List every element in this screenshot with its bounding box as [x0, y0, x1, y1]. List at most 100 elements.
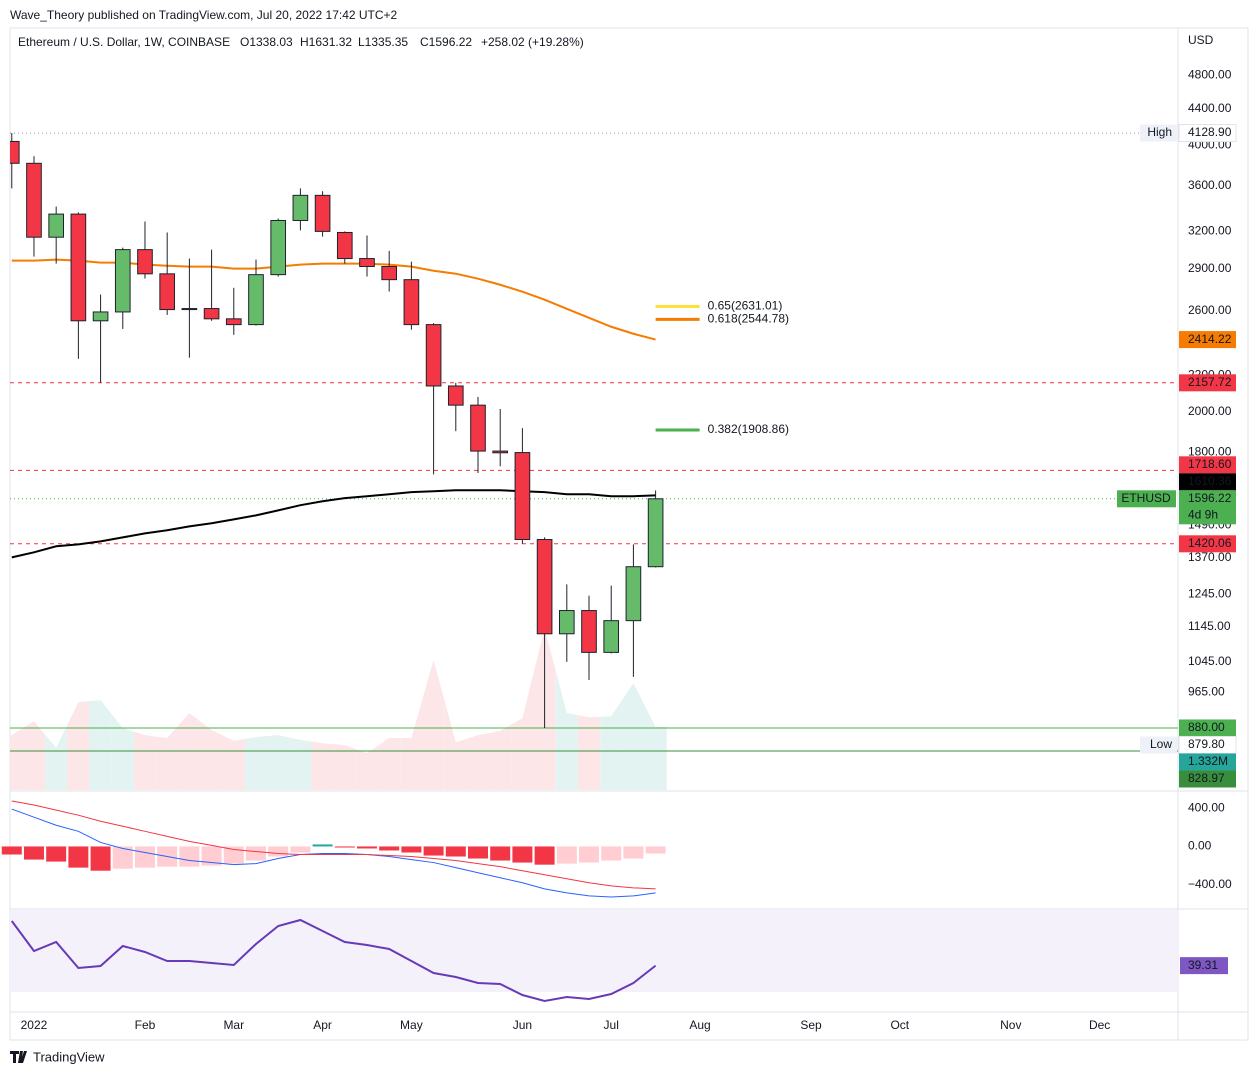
legend-value: H1631.32: [300, 35, 352, 49]
macd-histogram-bar: [90, 846, 111, 871]
x-tick-label: Jun: [513, 1018, 532, 1032]
x-tick-label: Dec: [1089, 1018, 1110, 1032]
volume-area: [156, 725, 179, 790]
volume-area: [333, 744, 356, 790]
candle-body: [70, 213, 87, 322]
macd-histogram-bar: [401, 846, 422, 853]
candle-body: [447, 385, 464, 406]
macd-histogram-bar: [23, 846, 44, 860]
macd-histogram-bar: [512, 846, 533, 863]
volume-area: [511, 673, 534, 790]
y-tick-label: 2600.00: [1188, 303, 1232, 317]
rsi-tag: [1180, 957, 1228, 975]
volume-area: [622, 683, 645, 790]
x-tick-label: 2022: [21, 1018, 48, 1032]
price-tag-name-bg: [1140, 736, 1177, 754]
macd-histogram-bar: [534, 846, 555, 865]
macd-tick-label: −400.00: [1188, 877, 1232, 891]
macd-histogram-bar: [223, 846, 244, 864]
macd-histogram-bar: [601, 846, 622, 861]
macd-histogram-bar: [468, 846, 488, 859]
candle-body: [336, 231, 353, 260]
candle-body: [48, 213, 65, 238]
x-tick-label: Oct: [890, 1018, 909, 1032]
candle-body: [114, 249, 131, 313]
price-tag-name: Low: [1150, 737, 1172, 751]
candle-body: [625, 566, 642, 622]
volume-area: [577, 715, 601, 790]
overlay: Ethereum / U.S. Dollar, 1W, COINBASE O133…: [1, 35, 1237, 1032]
macd-histogram-bar: [134, 846, 155, 868]
candle-body: [26, 162, 42, 238]
y-tick-label: 1245.00: [1188, 587, 1232, 601]
volume-area: [466, 733, 490, 790]
price-tag-label: 2157.72: [1188, 375, 1232, 389]
candle-body: [514, 452, 531, 541]
symbol-tag: [1117, 490, 1176, 508]
macd-histogram-bar: [334, 846, 355, 848]
macd-histogram-bar: [423, 846, 444, 856]
x-tick-label: Aug: [689, 1018, 710, 1032]
candle-body: [381, 266, 398, 281]
legend-value: C1596.22: [420, 35, 472, 49]
macd-histogram-bar: [68, 846, 89, 868]
candle-body: [203, 308, 220, 320]
moving-average: [11, 258, 656, 341]
price-pane: 0.65(2631.01)0.618(2544.78) 0.382(1908.86…: [10, 132, 1178, 790]
price-tag-label: 879.80: [1188, 737, 1225, 751]
chart-title: Ethereum / U.S. Dollar, 1W, COINBASE: [18, 35, 230, 49]
price-tag: [1179, 753, 1236, 771]
price-tag: [1179, 719, 1236, 737]
x-tick-label: Feb: [135, 1018, 156, 1032]
candle-body: [314, 194, 331, 232]
macd-histogram-bar: [556, 846, 577, 864]
y-tick-label: 1045.00: [1188, 654, 1232, 668]
macd-histogram-bar: [46, 846, 67, 862]
volume-area: [378, 738, 401, 790]
price-tag: [1179, 331, 1236, 349]
macd-histogram-bar: [312, 844, 333, 847]
macd-macd-line: [11, 808, 656, 898]
price-tag-label: 1718.60: [1188, 457, 1232, 471]
price-tag: [1178, 124, 1237, 143]
y-tick-label: 1800.00: [1188, 445, 1232, 459]
macd-histogram-bar: [623, 846, 644, 859]
legend-value: O1338.03: [240, 35, 293, 49]
chart-frame: [9, 27, 1249, 1041]
volume-area: [10, 728, 23, 790]
candle-body: [425, 324, 442, 387]
volume-area: [600, 699, 623, 790]
fib-label: 0.618(2544.78): [708, 311, 789, 325]
macd-histogram-bar: [245, 846, 266, 861]
volume-area: [89, 700, 112, 790]
macd-histogram-bar: [201, 846, 222, 866]
x-tick-label: Apr: [313, 1018, 332, 1032]
volume-area: [267, 735, 290, 790]
price-tag-name: High: [1147, 125, 1172, 139]
currency-label: USD: [1188, 33, 1214, 47]
macd-histogram-bar: [357, 846, 377, 849]
macd-histogram-bar: [179, 846, 200, 867]
volume-area: [222, 735, 245, 790]
macd-histogram-bar: [490, 846, 511, 861]
symbol-tag-label: ETHUSD: [1121, 491, 1171, 505]
macd-tick-label: 0.00: [1188, 839, 1212, 853]
volume-area: [400, 699, 423, 790]
price-tag-label: 2414.22: [1188, 332, 1232, 346]
y-tick-label: 3600.00: [1188, 178, 1232, 192]
volume-area: [422, 660, 445, 790]
macd-histogram-bar: [579, 846, 599, 863]
price-tag-label: 4128.90: [1188, 125, 1232, 139]
volume-area: [355, 745, 379, 790]
y-tick-label: 2900.00: [1188, 261, 1232, 275]
candle-body: [581, 610, 597, 653]
volume-area: [200, 721, 223, 790]
volume-area: [45, 725, 68, 790]
rsi-line: [10, 918, 657, 1003]
price-tag-label: 1420.06: [1188, 536, 1232, 550]
y-tick-label: 965.00: [1188, 685, 1225, 699]
legend-value: +258.02 (+19.28%): [481, 35, 584, 49]
price-tag: [1179, 490, 1236, 525]
volume-area: [111, 714, 134, 790]
